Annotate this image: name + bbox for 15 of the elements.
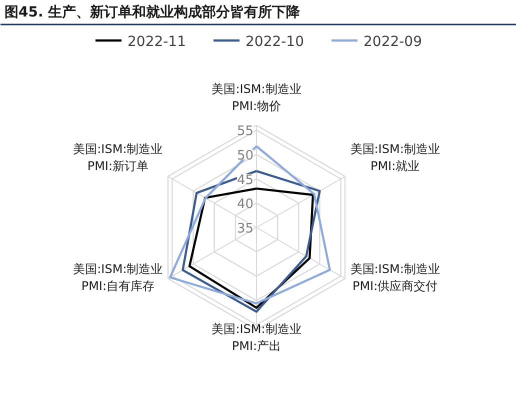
spoke-label: 美国:ISM:制造业 PMI:供应商交付	[350, 262, 440, 293]
spoke-label: 美国:ISM:制造业 PMI:物价	[212, 82, 302, 113]
spoke-label: 美国:ISM:制造业 PMI:就业	[350, 142, 440, 173]
y-tick-label: 45	[236, 172, 254, 188]
legend-label: 2022-09	[364, 34, 422, 50]
legend-label: 2022-11	[128, 34, 186, 50]
spoke-label: 美国:ISM:制造业 PMI:新订单	[73, 142, 163, 173]
spoke-label: 美国:ISM:制造业 PMI:产出	[212, 322, 302, 353]
y-tick-label: 55	[236, 124, 254, 140]
y-tick-label: 40	[236, 197, 254, 212]
y-tick-label: 50	[236, 148, 254, 164]
legend-label: 2022-10	[246, 34, 304, 50]
chart-title: 图45. 生产、新订单和就业构成部分皆有所下降	[4, 4, 302, 20]
y-tick-label: 35	[236, 222, 254, 236]
spoke-label: 美国:ISM:制造业 PMI:自有库存	[73, 262, 163, 293]
